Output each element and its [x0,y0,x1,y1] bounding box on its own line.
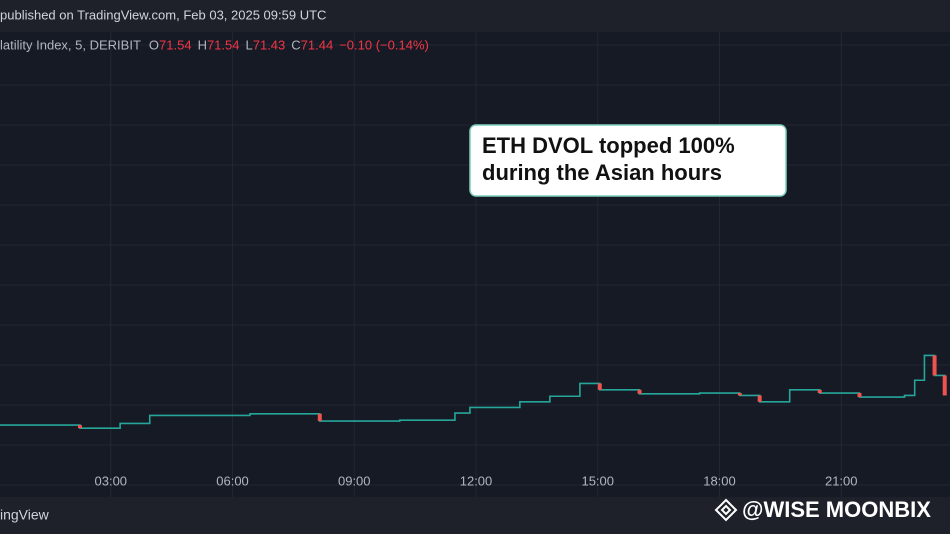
x-tick-label: 03:00 [95,473,128,488]
down-candle [597,383,602,390]
legend-ohlc-value: 71.54 [207,37,240,52]
down-candle [757,395,762,402]
legend-ohlc-label: O [149,37,159,52]
x-tick-label: 21:00 [825,473,858,488]
down-candle [77,425,82,429]
x-tick-label: 12:00 [460,473,493,488]
legend-ohlc-label: C [291,37,300,52]
x-tick-label: 15:00 [581,473,614,488]
down-candle [857,393,862,398]
legend: latility Index, 5, DERIBIT O 71.54 H 71.54 L 7… [0,37,429,52]
legend-symbol: latility Index, 5, DERIBIT [0,37,141,52]
legend-change: −0.10 (−0.14%) [339,37,429,52]
down-candle [737,393,742,396]
annotation-line: during the Asian hours [482,160,722,185]
down-candle [942,375,947,396]
x-tick-label: 18:00 [703,473,736,488]
down-candle [317,413,322,422]
top-bar [0,0,950,32]
legend-ohlc-value: 71.43 [253,37,286,52]
legend-ohlc-label: L [246,37,253,52]
x-tick-label: 09:00 [338,473,371,488]
grid [0,30,950,497]
published-text: published on TradingView.com, Feb 03, 20… [0,7,326,22]
annotation-box [469,124,787,197]
watermark-icon [714,498,738,522]
down-candle [932,355,937,376]
watermark: @WISE MOONBIX [742,497,931,522]
bottom-bar [0,497,950,534]
data-line [0,354,946,430]
down-candle [637,389,642,394]
legend-ohlc-value: 71.44 [301,37,334,52]
down-candle [817,389,822,394]
brand-text: ingView [0,507,50,523]
x-tick-label: 06:00 [216,473,249,488]
annotation-line: ETH DVOL topped 100% [482,133,735,158]
legend-ohlc-value: 71.54 [159,37,192,52]
legend-ohlc-label: H [198,37,207,52]
